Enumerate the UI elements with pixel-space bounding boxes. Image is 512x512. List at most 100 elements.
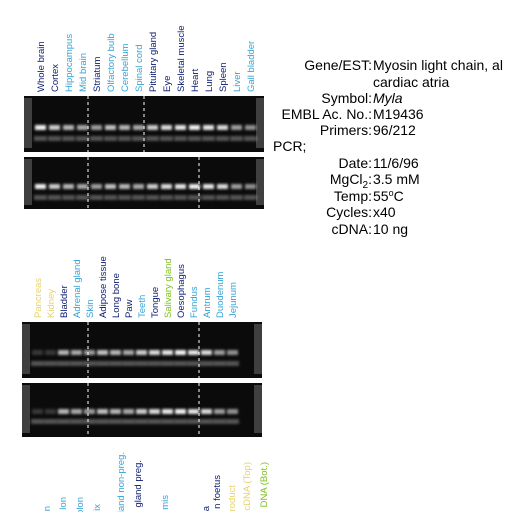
band [90, 136, 103, 141]
lane-label: Adipose tissue [98, 256, 109, 318]
label: cDNA: [332, 221, 372, 237]
band [44, 361, 57, 366]
lane-label: Spleen [218, 62, 229, 92]
band [84, 350, 95, 355]
band [213, 361, 226, 366]
band [76, 195, 89, 200]
gel-well [24, 98, 32, 148]
band [217, 184, 228, 189]
band [71, 409, 82, 414]
band [77, 184, 88, 189]
band [213, 419, 226, 424]
lane-label: Lung [204, 71, 215, 92]
lane-label: mis [160, 495, 171, 510]
lane-label: lon [58, 497, 69, 510]
lane-label: Oesophagus [176, 264, 187, 318]
label: Date: [339, 155, 372, 171]
band [149, 409, 160, 414]
band [217, 125, 228, 130]
band [84, 409, 95, 414]
band [135, 419, 148, 424]
band [135, 361, 148, 366]
band [133, 125, 144, 130]
label: Temp: [334, 188, 372, 204]
value: 55 [373, 188, 389, 204]
band [231, 125, 242, 130]
band [188, 195, 201, 200]
band [70, 361, 83, 366]
band [230, 195, 243, 200]
band [200, 419, 213, 424]
band [216, 195, 229, 200]
band [83, 361, 96, 366]
band [214, 409, 225, 414]
value: cardiac atria [373, 74, 449, 90]
lane-label: gland non-preg. [116, 452, 127, 512]
lane-label: Adrenal gland [72, 259, 83, 318]
band [35, 184, 46, 189]
value: M19436 [373, 106, 424, 122]
band [32, 409, 43, 414]
lane-label: Liver [232, 71, 243, 92]
lane-label: Jejunum [228, 282, 239, 318]
band [48, 136, 61, 141]
band [175, 409, 186, 414]
label: Gene/EST: [304, 57, 372, 73]
band [110, 409, 121, 414]
lane-label: Pancreas [33, 278, 44, 318]
band [136, 409, 147, 414]
colon: : [368, 171, 372, 187]
band [202, 195, 215, 200]
lane-label: Kidney [46, 289, 57, 318]
band [148, 419, 161, 424]
gel-well [22, 324, 30, 374]
lane-label: Cortex [50, 64, 61, 92]
gel-well [254, 324, 262, 374]
band [32, 350, 43, 355]
label: Cycles: [326, 204, 372, 220]
band [214, 350, 225, 355]
lane-label: Bladder [59, 285, 70, 318]
lane-label: Hippocampus [64, 34, 75, 92]
band [45, 350, 56, 355]
band [187, 361, 200, 366]
lane-label: Teeth [137, 295, 148, 318]
band [49, 125, 60, 130]
band [187, 419, 200, 424]
band [63, 184, 74, 189]
band [201, 350, 212, 355]
lane-label: n foetus [212, 475, 223, 509]
band [122, 361, 135, 366]
band [76, 136, 89, 141]
band [133, 184, 144, 189]
lane-label: Tongue [150, 287, 161, 318]
value: Myosin light chain, al [373, 57, 503, 73]
lane-label: n [42, 506, 53, 511]
gel-well [256, 98, 264, 148]
subscript: 2 [363, 180, 369, 191]
band [188, 409, 199, 414]
value: 55oC [373, 188, 404, 204]
band [118, 136, 131, 141]
lane-label: Skeletal muscle [176, 25, 187, 92]
lane-label: a [201, 505, 212, 511]
band [174, 361, 187, 366]
band [105, 184, 116, 189]
lane-label: Pituitary gland [148, 32, 159, 92]
band [104, 136, 117, 141]
band [109, 419, 122, 424]
band [49, 184, 60, 189]
lane-label: Antrum [202, 287, 213, 318]
lane-label: Duodenum [215, 271, 226, 318]
lane-label: Eye [162, 76, 173, 92]
band [132, 136, 145, 141]
band [119, 125, 130, 130]
lane-label: cDNA (Top) [242, 462, 253, 511]
band [174, 419, 187, 424]
unit: C [394, 188, 404, 204]
band [109, 361, 122, 366]
band [216, 136, 229, 141]
band [149, 350, 160, 355]
band [226, 361, 239, 366]
band [162, 350, 173, 355]
